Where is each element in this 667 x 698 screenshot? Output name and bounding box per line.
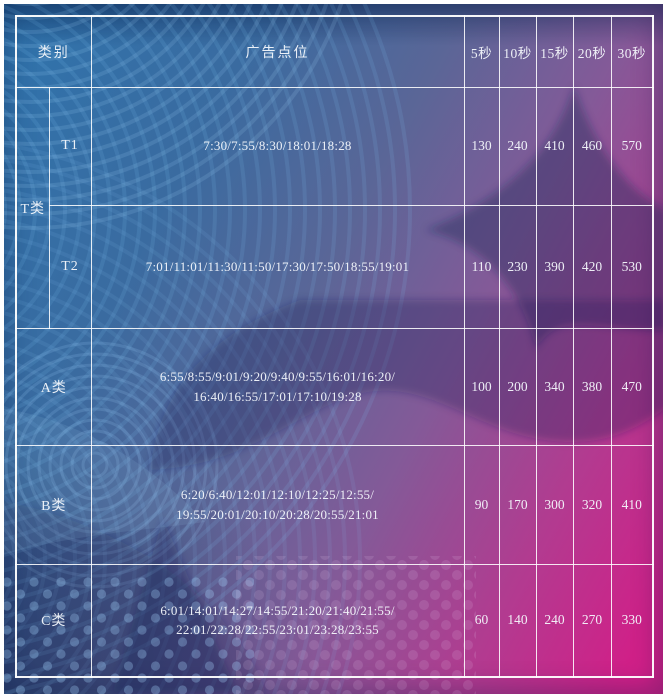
slots-c: 6:01/14:01/14:27/14:55/21:20/21:40/21:55… <box>90 563 465 678</box>
price-t1-20s: 460 <box>572 86 612 206</box>
ad-rate-table: 类别 广告点位 5秒 10秒 15秒 20秒 30秒 T类 T1 7:30/7:… <box>15 15 654 678</box>
header-10s: 10秒 <box>498 15 537 88</box>
price-c-15s: 240 <box>535 563 574 678</box>
slots-a: 6:55/8:55/9:01/9:20/9:40/9:55/16:01/16:2… <box>90 327 465 446</box>
table-row-c: C类 6:01/14:01/14:27/14:55/21:20/21:40/21… <box>15 563 654 678</box>
header-30s: 30秒 <box>610 15 654 88</box>
header-ad-slot: 广告点位 <box>90 15 465 88</box>
header-15s: 15秒 <box>535 15 574 88</box>
price-t2-15s: 390 <box>535 204 574 329</box>
price-c-20s: 270 <box>572 563 612 678</box>
price-t1-10s: 240 <box>498 86 537 206</box>
header-20s: 20秒 <box>572 15 612 88</box>
row-label-a: A类 <box>15 327 92 446</box>
slots-t2: 7:01/11:01/11:30/11:50/17:30/17:50/18:55… <box>90 204 465 329</box>
table-row-t1: T类 T1 7:30/7:55/8:30/18:01/18:28 130 240… <box>15 86 654 329</box>
price-a-5s: 100 <box>463 327 500 446</box>
price-b-20s: 320 <box>572 444 612 565</box>
slots-t1: 7:30/7:55/8:30/18:01/18:28 <box>90 86 465 206</box>
row-label-c: C类 <box>15 563 92 678</box>
row-label-t1: T1 <box>48 86 92 206</box>
table-row-b: B类 6:20/6:40/12:01/12:10/12:25/12:55/ 19… <box>15 444 654 565</box>
price-t2-10s: 230 <box>498 204 537 329</box>
header-category: 类别 <box>15 15 92 88</box>
price-c-10s: 140 <box>498 563 537 678</box>
price-c-5s: 60 <box>463 563 500 678</box>
price-a-20s: 380 <box>572 327 612 446</box>
header-5s: 5秒 <box>463 15 500 88</box>
slots-b: 6:20/6:40/12:01/12:10/12:25/12:55/ 19:55… <box>90 444 465 565</box>
table-row-a: A类 6:55/8:55/9:01/9:20/9:40/9:55/16:01/1… <box>15 327 654 446</box>
price-a-10s: 200 <box>498 327 537 446</box>
row-label-b: B类 <box>15 444 92 565</box>
price-t2-5s: 110 <box>463 204 500 329</box>
group-label-t: T类 <box>15 86 50 329</box>
price-b-30s: 410 <box>610 444 654 565</box>
price-a-30s: 470 <box>610 327 654 446</box>
price-t2-30s: 530 <box>610 204 654 329</box>
price-b-5s: 90 <box>463 444 500 565</box>
price-t1-30s: 570 <box>610 86 654 206</box>
row-label-t2: T2 <box>48 204 92 329</box>
price-c-30s: 330 <box>610 563 654 678</box>
header-row: 类别 广告点位 5秒 10秒 15秒 20秒 30秒 <box>15 15 654 88</box>
table-row-t2: T2 7:01/11:01/11:30/11:50/17:30/17:50/18… <box>16 204 654 329</box>
price-t1-5s: 130 <box>463 86 500 206</box>
price-b-10s: 170 <box>498 444 537 565</box>
price-b-15s: 300 <box>535 444 574 565</box>
price-t2-20s: 420 <box>572 204 612 329</box>
price-a-15s: 340 <box>535 327 574 446</box>
price-t1-15s: 410 <box>535 86 574 206</box>
